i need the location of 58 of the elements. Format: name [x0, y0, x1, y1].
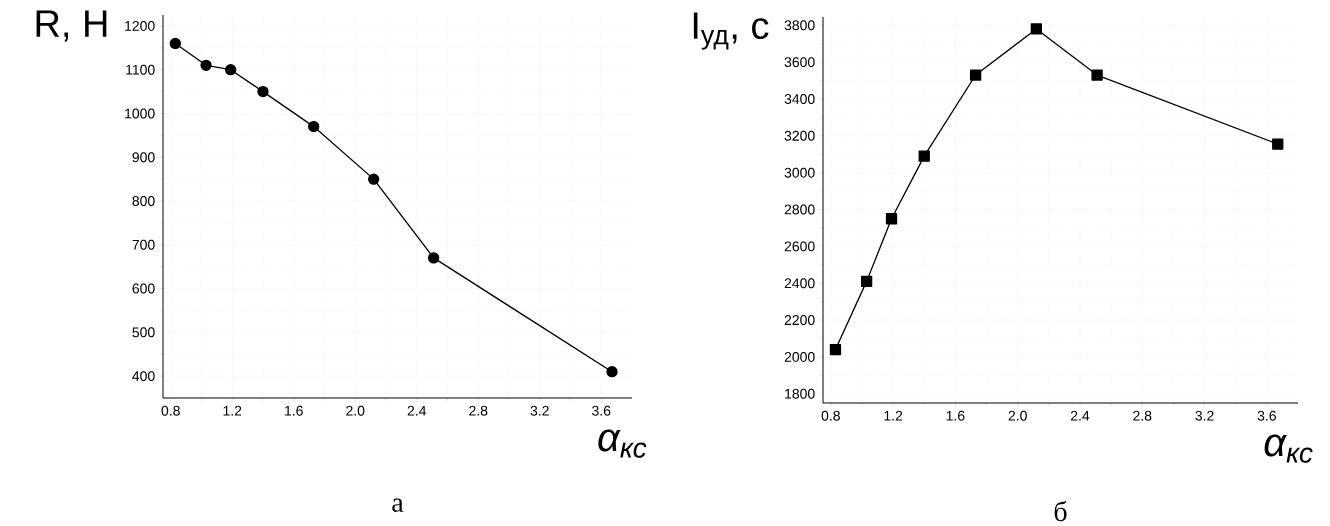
x-tick-label: 0.8: [161, 405, 180, 416]
y-tick-label: 2800: [784, 204, 815, 215]
y-tick-label: 1100: [126, 64, 155, 75]
x-tick-label: 2.8: [1133, 410, 1152, 421]
x-tick-label: 2.0: [346, 405, 365, 416]
y-tick-label: 3200: [784, 130, 815, 141]
x-tick-label: 2.4: [1070, 410, 1090, 421]
x-tick-label: 3.6: [592, 405, 611, 416]
y-tick-label: 800: [132, 196, 155, 206]
y-tick-label: 2000: [784, 351, 815, 362]
point: [1030, 23, 1043, 35]
point: [1091, 69, 1103, 81]
point: [169, 37, 181, 50]
x-tick-label: 3.6: [1257, 410, 1276, 421]
point: [428, 252, 440, 264]
point: [860, 275, 873, 288]
y-tick-label: 400: [132, 371, 155, 382]
point: [1272, 138, 1284, 150]
y-tick-label: 2600: [784, 241, 815, 252]
y-tick-label: 600: [132, 283, 155, 294]
point: [225, 64, 237, 76]
y-tick-label: 3000: [784, 167, 815, 178]
point: [918, 150, 930, 162]
x-tick-label: 1.2: [884, 410, 903, 421]
y-tick-label: 3800: [784, 20, 815, 31]
y-tick-label: 2400: [784, 278, 815, 289]
x-tick-label: 3.2: [530, 405, 549, 416]
y-tick-label: 700: [132, 239, 155, 250]
x-tick-label: 1.6: [946, 410, 965, 421]
point: [257, 85, 269, 98]
y-tick-label: 3600: [784, 57, 815, 68]
x-tick-label: 1.2: [223, 405, 242, 416]
point: [885, 213, 898, 225]
x-axis-title: α$_{кс}$: [1264, 434, 1313, 463]
point: [606, 366, 618, 378]
y-tick-label: 1800: [785, 388, 815, 399]
point: [200, 59, 212, 71]
y-tick-label: 1200: [125, 20, 155, 31]
x-tick-label: 2.0: [1008, 410, 1027, 421]
y-axis-title: R, Н: [36, 10, 107, 42]
x-tick-label: 2.8: [469, 405, 488, 416]
y-tick-label: 1000: [125, 108, 155, 119]
text: б: [1054, 500, 1067, 522]
point: [969, 69, 982, 81]
text: а: [392, 498, 404, 512]
x-tick-label: 1.6: [285, 405, 303, 416]
x-tick-label: 3.2: [1195, 410, 1214, 421]
y-axis-title: I$_{уд}$, с: [693, 12, 769, 50]
x-axis-title: α$_{кс}$: [598, 429, 647, 458]
point: [308, 120, 320, 133]
y-tick-label: 500: [132, 327, 155, 338]
point: [368, 173, 380, 185]
y-tick-label: 2200: [784, 315, 815, 326]
x-tick-label: 2.4: [407, 405, 427, 416]
point: [829, 343, 842, 356]
y-tick-label: 3400: [784, 94, 815, 104]
y-tick-label: 900: [132, 152, 155, 163]
x-tick-label: 0.8: [821, 410, 840, 421]
